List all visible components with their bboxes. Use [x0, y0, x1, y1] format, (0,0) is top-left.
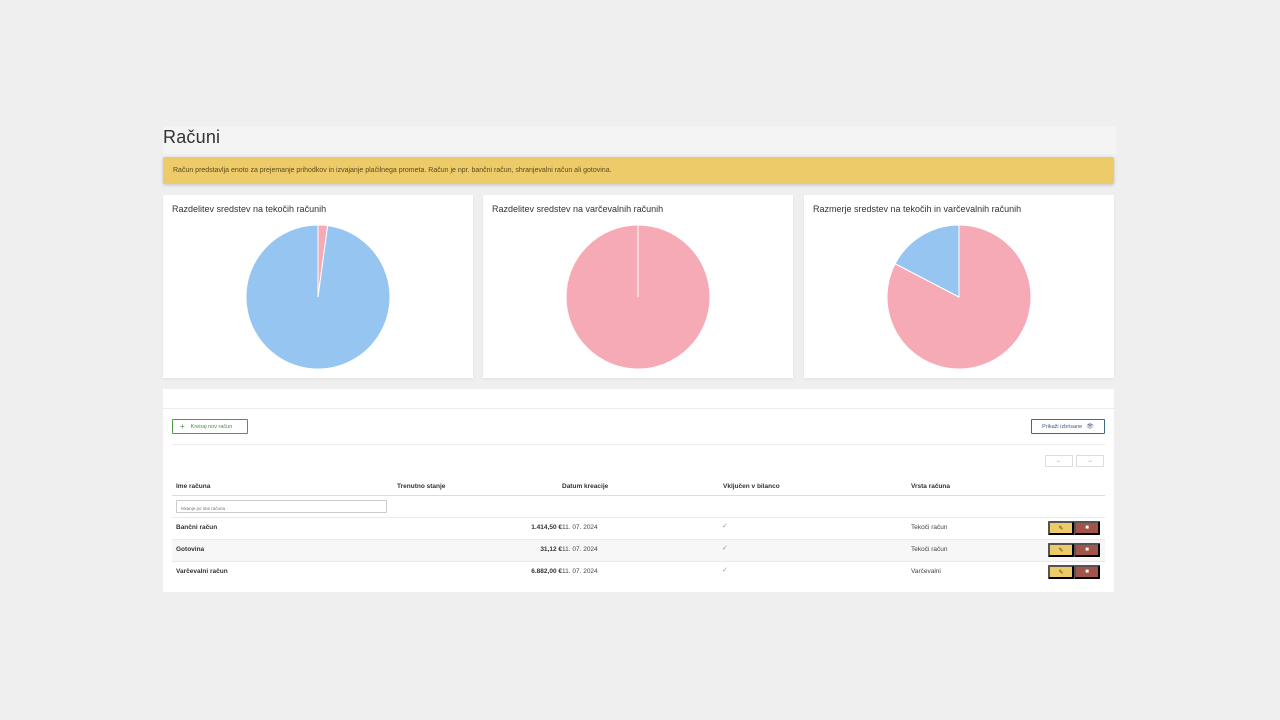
accounts-table-card: + Kreiraj nov račun Prikaži izbrisane 👁︎…	[163, 389, 1114, 592]
trash-icon: ■	[1085, 547, 1089, 553]
edit-button[interactable]: ✎	[1048, 521, 1074, 535]
edit-button[interactable]: ✎	[1048, 543, 1074, 557]
ratio-pie-chart	[886, 224, 1032, 370]
chart-title: Razmerje sredstev na tekočih in varčeval…	[813, 204, 1022, 214]
column-header-name[interactable]: Ime računa	[176, 483, 211, 490]
create-account-button[interactable]: + Kreiraj nov račun	[172, 419, 248, 434]
divider	[163, 408, 1114, 409]
account-balance: 6.882,00 €	[531, 568, 562, 575]
header-divider	[172, 495, 1105, 496]
show-deleted-label: Prikaži izbrisane	[1042, 423, 1083, 430]
arrow-right-icon: →	[1087, 458, 1093, 464]
column-header-type[interactable]: Vrsta računa	[911, 483, 951, 490]
title-bar: Računi	[163, 126, 1116, 154]
account-name: Varčevalni račun	[176, 568, 228, 575]
trash-icon: ■	[1085, 525, 1089, 531]
check-icon: ✓	[722, 523, 728, 530]
name-filter-input[interactable]	[176, 500, 387, 513]
pencil-icon: ✎	[1058, 569, 1064, 576]
info-alert: Račun predstavlja enoto za prejemanje pr…	[163, 157, 1114, 184]
chart-title: Razdelitev sredstev na tekočih računih	[172, 204, 327, 214]
previous-page-button[interactable]: ←	[1045, 455, 1073, 467]
pencil-icon: ✎	[1058, 547, 1064, 554]
check-icon: ✓	[722, 545, 728, 552]
trash-icon: ■	[1085, 569, 1089, 575]
next-page-button[interactable]: →	[1076, 455, 1104, 467]
create-account-label: Kreiraj nov račun	[190, 423, 233, 430]
arrow-left-icon: ←	[1056, 458, 1062, 464]
account-date: 11. 07. 2024	[562, 524, 598, 531]
chart-title: Razdelitev sredstev na varčevalnih račun…	[492, 204, 664, 214]
pie-slice-ban-ni-ra-un[interactable]	[245, 224, 391, 370]
account-balance: 31,12 €	[540, 546, 562, 553]
show-deleted-button[interactable]: Prikaži izbrisane 👁︎	[1031, 419, 1105, 434]
ratio-chart-card: Razmerje sredstev na tekočih in varčeval…	[804, 195, 1114, 378]
column-header-included[interactable]: Vključen v bilanco	[723, 483, 780, 490]
account-type: Tekoči račun	[911, 546, 948, 553]
account-date: 11. 07. 2024	[562, 546, 598, 553]
account-balance: 1.414,50 €	[531, 524, 562, 531]
page-title: Računi	[163, 127, 221, 147]
pencil-icon: ✎	[1058, 525, 1064, 532]
table-row: Varčevalni račun 6.882,00 € 11. 07. 2024…	[172, 561, 1105, 583]
edit-button[interactable]: ✎	[1048, 565, 1074, 579]
column-header-date[interactable]: Datum kreacije	[562, 483, 609, 490]
account-name: Bančni račun	[176, 524, 218, 531]
current-accounts-chart-card: Razdelitev sredstev na tekočih računih	[163, 195, 473, 378]
account-type: Tekoči račun	[911, 524, 948, 531]
check-icon: ✓	[722, 567, 728, 574]
divider	[172, 444, 1105, 445]
column-header-balance[interactable]: Trenutno stanje	[397, 483, 446, 490]
account-name: Gotovina	[176, 546, 205, 553]
current-accounts-pie-chart	[245, 224, 391, 370]
account-type: Varčevalni	[911, 568, 941, 575]
savings-accounts-pie-chart	[565, 224, 711, 370]
delete-button[interactable]: ■	[1074, 521, 1100, 535]
table-row: Gotovina 31,12 € 11. 07. 2024 ✓ Tekoči r…	[172, 539, 1105, 561]
delete-button[interactable]: ■	[1074, 543, 1100, 557]
plus-icon: +	[180, 421, 185, 431]
account-date: 11. 07. 2024	[562, 568, 598, 575]
delete-button[interactable]: ■	[1074, 565, 1100, 579]
table-row: Bančni račun 1.414,50 € 11. 07. 2024 ✓ T…	[172, 517, 1105, 539]
eye-slash-icon: 👁︎	[1086, 424, 1094, 430]
pie-slice-teko-i-ra-uni[interactable]	[894, 224, 960, 298]
savings-accounts-chart-card: Razdelitev sredstev na varčevalnih račun…	[483, 195, 793, 378]
